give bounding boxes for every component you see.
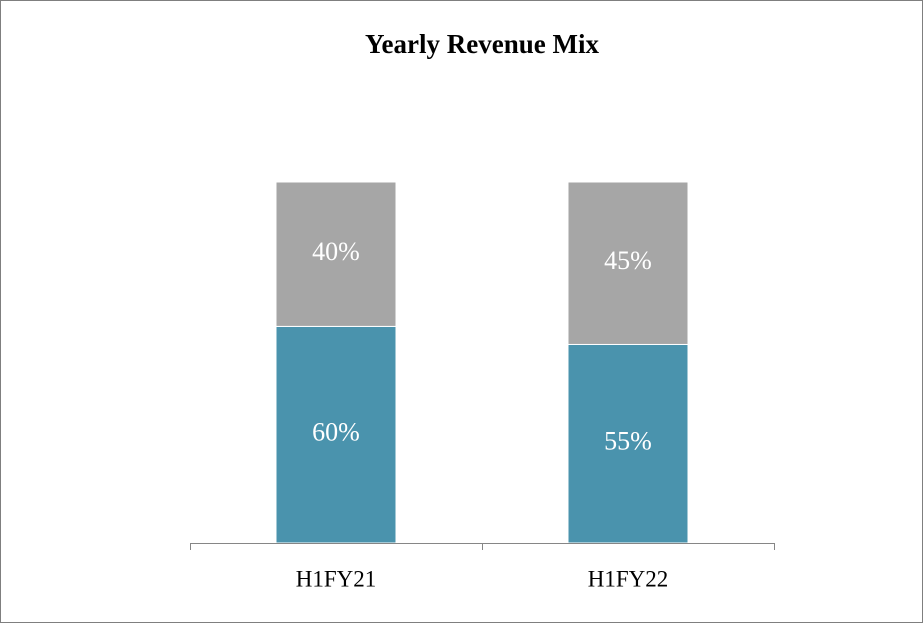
data-label: 40% [312,237,360,266]
chart-title: Yearly Revenue Mix [365,29,599,59]
data-label: 45% [604,246,652,275]
data-label: 55% [604,427,652,456]
data-label: 60% [312,418,360,447]
bar-segment [567,181,689,345]
bar-segment [275,325,397,544]
bar-segment [275,181,397,327]
x-tick-label: H1FY22 [588,566,669,591]
x-tick-label: H1FY21 [296,566,377,591]
